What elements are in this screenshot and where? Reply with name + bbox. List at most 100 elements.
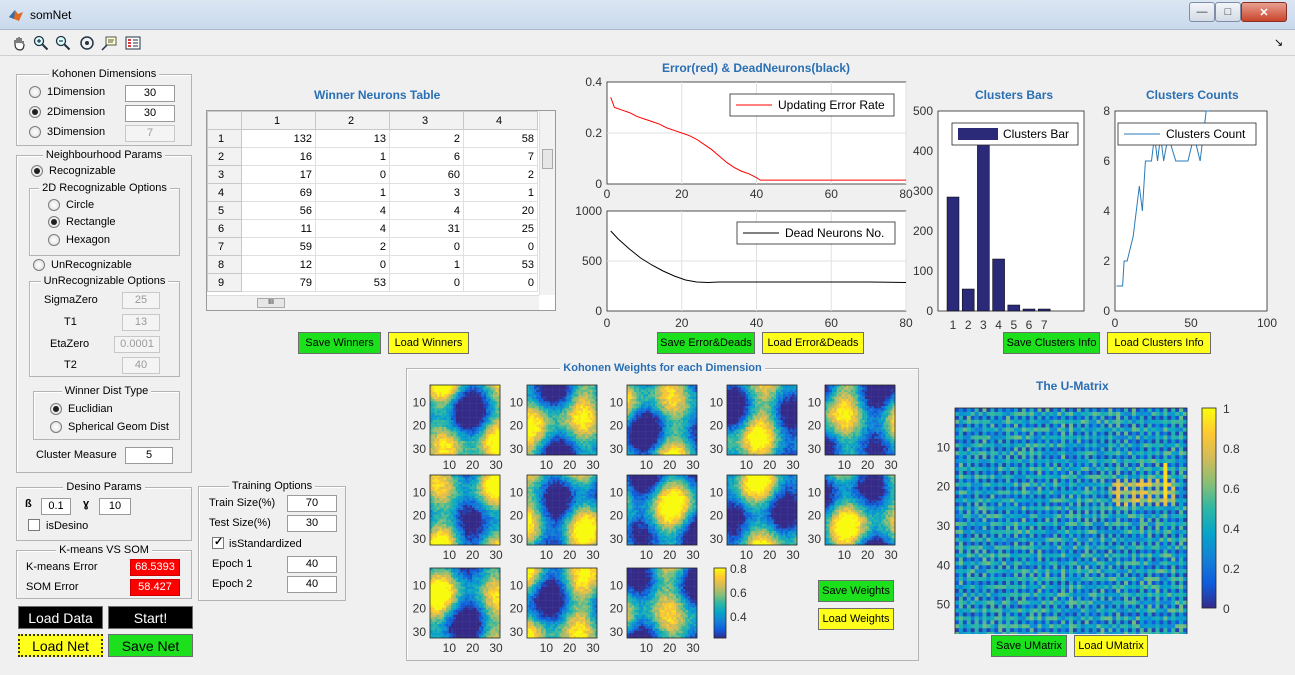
table-cell[interactable]: 53 xyxy=(463,255,538,274)
table-cell[interactable]: 4 xyxy=(315,201,390,220)
row-header[interactable]: 1 xyxy=(207,129,242,148)
field-2dimension[interactable]: 30 xyxy=(125,105,175,122)
table-row[interactable]: 3 17 0 60 2 xyxy=(207,165,538,184)
field-epoch1[interactable]: 40 xyxy=(287,556,337,573)
table-cell[interactable]: 0 xyxy=(463,237,538,256)
radio-euclidian[interactable] xyxy=(50,403,62,415)
radio-hexagon[interactable] xyxy=(48,234,60,246)
table-cell[interactable]: 3 xyxy=(389,183,464,202)
load-net-button[interactable]: Load Net xyxy=(18,634,103,657)
table-row[interactable]: 2 16 1 6 7 xyxy=(207,147,538,166)
table-cell[interactable]: 17 xyxy=(241,165,316,184)
load-data-button[interactable]: Load Data xyxy=(18,606,103,629)
table-cell[interactable]: 2 xyxy=(389,129,464,148)
table-cell[interactable]: 132 xyxy=(241,129,316,148)
table-cell[interactable]: 13 xyxy=(315,129,390,148)
load-error-button[interactable]: Load Error&Deads xyxy=(762,332,864,354)
table-col-header[interactable]: 1 xyxy=(241,111,316,130)
data-cursor-icon[interactable] xyxy=(100,34,118,52)
load-weights-button[interactable]: Load Weights xyxy=(818,608,894,630)
field-t1[interactable]: 13 xyxy=(122,314,160,331)
scrollbar-thumb[interactable] xyxy=(542,149,553,169)
table-row[interactable]: 9 79 53 0 0 xyxy=(207,273,538,292)
table-cell[interactable]: 16 xyxy=(241,147,316,166)
rotate-icon[interactable] xyxy=(78,34,96,52)
save-clusters-button[interactable]: Save Clusters Info xyxy=(1003,332,1100,354)
table-row[interactable]: 8 12 0 1 53 xyxy=(207,255,538,274)
table-cell[interactable]: 79 xyxy=(241,273,316,292)
save-weights-button[interactable]: Save Weights xyxy=(818,580,894,602)
field-3dimension[interactable]: 7 xyxy=(125,125,175,142)
field-etazero[interactable]: 0.0001 xyxy=(114,336,160,353)
dock-icon[interactable]: ↘ xyxy=(1274,37,1284,49)
table-cell[interactable]: 11 xyxy=(241,219,316,238)
radio-rectangle[interactable] xyxy=(48,216,60,228)
save-winners-button[interactable]: Save Winners xyxy=(298,332,381,354)
table-cell[interactable]: 58 xyxy=(463,129,538,148)
field-test-size[interactable]: 30 xyxy=(287,515,337,532)
minimize-button[interactable]: — xyxy=(1189,2,1215,22)
radio-1dimension[interactable] xyxy=(29,86,41,98)
table-col-header[interactable]: 3 xyxy=(389,111,464,130)
table-cell[interactable]: 0 xyxy=(389,273,464,292)
table-cell[interactable]: 0 xyxy=(315,165,390,184)
table-cell[interactable]: 2 xyxy=(463,165,538,184)
field-1dimension[interactable]: 30 xyxy=(125,85,175,102)
table-cell[interactable]: 59 xyxy=(241,237,316,256)
field-cluster-measure[interactable]: 5 xyxy=(125,447,173,464)
table-cell[interactable]: 56 xyxy=(241,201,316,220)
row-header[interactable]: 6 xyxy=(207,219,242,238)
horizontal-scrollbar[interactable]: III xyxy=(207,295,539,310)
table-cell[interactable]: 69 xyxy=(241,183,316,202)
save-net-button[interactable]: Save Net xyxy=(108,634,193,657)
radio-recognizable[interactable] xyxy=(31,165,43,177)
save-error-button[interactable]: Save Error&Deads xyxy=(657,332,755,354)
table-cell[interactable]: 60 xyxy=(389,165,464,184)
table-cell[interactable]: 1 xyxy=(315,147,390,166)
table-col-header[interactable]: 4 xyxy=(463,111,538,130)
table-col-header[interactable]: 2 xyxy=(315,111,390,130)
checkbox-isstandardized[interactable] xyxy=(212,535,224,549)
table-cell[interactable]: 0 xyxy=(463,273,538,292)
field-epoch2[interactable]: 40 xyxy=(287,576,337,593)
table-cell[interactable]: 53 xyxy=(315,273,390,292)
table-cell[interactable]: 31 xyxy=(389,219,464,238)
pan-icon[interactable] xyxy=(10,34,28,52)
row-header[interactable]: 9 xyxy=(207,273,242,292)
table-row[interactable]: 6 11 4 31 25 xyxy=(207,219,538,238)
load-clusters-button[interactable]: Load Clusters Info xyxy=(1107,332,1211,354)
field-gamma[interactable]: 10 xyxy=(99,498,131,515)
radio-3dimension[interactable] xyxy=(29,126,41,138)
table-cell[interactable]: 2 xyxy=(315,237,390,256)
radio-spherical-geom-dist[interactable] xyxy=(50,421,62,433)
table-row[interactable]: 7 59 2 0 0 xyxy=(207,237,538,256)
table-cell[interactable]: 4 xyxy=(389,201,464,220)
table-cell[interactable]: 1 xyxy=(463,183,538,202)
table-cell[interactable]: 7 xyxy=(463,147,538,166)
zoom-in-icon[interactable] xyxy=(32,34,50,52)
table-row[interactable]: 4 69 1 3 1 xyxy=(207,183,538,202)
row-header[interactable]: 3 xyxy=(207,165,242,184)
field-beta[interactable]: 0.1 xyxy=(41,498,71,515)
insert-legend-icon[interactable] xyxy=(124,34,142,52)
field-train-size[interactable]: 70 xyxy=(287,495,337,512)
table-cell[interactable]: 0 xyxy=(389,237,464,256)
radio-circle[interactable] xyxy=(48,199,60,211)
table-cell[interactable]: 12 xyxy=(241,255,316,274)
row-header[interactable]: 4 xyxy=(207,183,242,202)
table-cell[interactable]: 6 xyxy=(389,147,464,166)
table-cell[interactable]: 4 xyxy=(315,219,390,238)
row-header[interactable]: 2 xyxy=(207,147,242,166)
save-umatrix-button[interactable]: Save UMatrix xyxy=(991,635,1067,657)
vertical-scrollbar[interactable] xyxy=(539,111,555,295)
table-cell[interactable]: 1 xyxy=(315,183,390,202)
field-sigmazero[interactable]: 25 xyxy=(122,292,160,309)
table-row[interactable]: 5 56 4 4 20 xyxy=(207,201,538,220)
radio-2dimension[interactable] xyxy=(29,106,41,118)
checkbox-isdesino[interactable] xyxy=(28,519,40,531)
load-winners-button[interactable]: Load Winners xyxy=(388,332,469,354)
table-cell[interactable]: 1 xyxy=(389,255,464,274)
zoom-out-icon[interactable] xyxy=(54,34,72,52)
close-button[interactable]: ✕ xyxy=(1241,2,1287,22)
